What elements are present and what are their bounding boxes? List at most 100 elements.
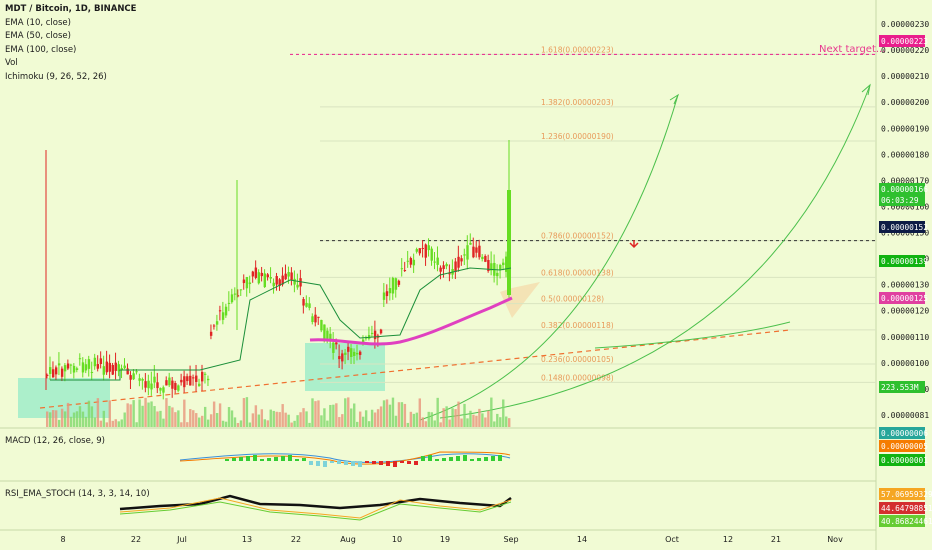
candle-body	[108, 362, 111, 372]
macd-histogram-bar	[225, 459, 229, 461]
macd-histogram-bar	[246, 456, 250, 461]
candle-body	[230, 294, 234, 303]
volume-bar	[406, 422, 410, 427]
volume-bar	[484, 417, 487, 427]
candle-body	[439, 267, 442, 272]
macd-histogram-bar	[274, 457, 278, 461]
macd-histogram-bar	[456, 456, 460, 461]
candle-body	[418, 248, 421, 254]
volume-bar	[260, 409, 264, 427]
volume-bar	[287, 414, 290, 427]
macd-label[interactable]: MACD (12, 26, close, 9)	[5, 436, 105, 446]
macd-histogram-bar	[463, 455, 467, 461]
volume-bar	[168, 405, 171, 427]
fib-label: 1.618(0.00000223)	[541, 45, 614, 54]
candle-body	[490, 263, 493, 271]
candle-body	[54, 367, 58, 375]
volume-bar	[376, 409, 380, 427]
volume-bar	[114, 419, 117, 427]
candle-body	[278, 279, 281, 286]
candle-body	[400, 268, 404, 270]
volume-bar	[174, 412, 177, 427]
volume-bar	[356, 421, 359, 427]
price-tick: 0.00000210	[881, 72, 929, 81]
candle-body	[192, 377, 195, 379]
fib-label: 0.382(0.00000118)	[541, 321, 614, 330]
volume-bar	[230, 410, 234, 427]
macd-histogram-bar	[498, 455, 502, 461]
indicator-ema100[interactable]: EMA (100, close)	[5, 44, 77, 55]
volume-bar	[373, 412, 377, 427]
stoch-tag-label: 40.86824461	[881, 517, 932, 526]
volume-bar	[78, 406, 82, 427]
time-label: Aug	[340, 535, 356, 544]
candle-body	[427, 245, 430, 251]
candle-body	[412, 259, 416, 266]
volume-bar	[156, 411, 159, 427]
candle-body	[505, 256, 508, 272]
indicator-ichimoku[interactable]: Ichimoku (9, 26, 52, 26)	[5, 71, 107, 82]
volume-bar	[51, 410, 55, 427]
volume-bar	[454, 409, 457, 427]
volume-bar	[171, 407, 174, 427]
volume-bar	[111, 420, 114, 427]
candle-body	[364, 337, 368, 339]
candle-body	[78, 358, 82, 360]
volume-bar	[347, 397, 350, 427]
volume-bar	[251, 413, 255, 427]
macd-histogram-bar	[330, 461, 334, 463]
volume-bar	[192, 410, 195, 427]
candle-body	[84, 364, 88, 371]
candle-body	[293, 278, 296, 285]
price-tag	[879, 35, 925, 47]
volume-bar	[508, 418, 511, 427]
indicator-ema10[interactable]: EMA (10, close)	[5, 17, 71, 28]
candle-body	[126, 368, 129, 375]
candle-body	[442, 265, 445, 270]
candle-body	[96, 364, 100, 369]
volume-bar	[332, 404, 335, 427]
volume-bar	[311, 398, 314, 427]
volume-bar	[382, 400, 386, 427]
price-tag	[879, 221, 925, 233]
candle-body	[165, 380, 168, 386]
macd-histogram-bar	[358, 461, 362, 467]
volume-bar	[436, 397, 439, 427]
volume-bar	[272, 410, 275, 427]
stoch-tag	[879, 515, 925, 527]
volume-bar	[344, 398, 347, 427]
volume-bar	[281, 404, 284, 427]
price-tag-label: 223.553M	[881, 383, 919, 392]
candle-body	[150, 383, 153, 390]
candle-body	[361, 339, 365, 344]
macd-histogram-bar	[267, 458, 271, 461]
volume-bar	[424, 421, 427, 427]
fib-label: 1.382(0.00000203)	[541, 98, 614, 107]
stoch-label[interactable]: RSI_EMA_STOCH (14, 3, 3, 14, 10)	[5, 489, 150, 499]
candle-body	[496, 272, 499, 277]
volume-bar	[475, 415, 478, 427]
volume-bar	[430, 412, 433, 427]
candle-body	[102, 366, 106, 375]
candle-body	[403, 270, 407, 272]
macd-histogram-bar	[470, 459, 474, 461]
price-tick: 0.00000170	[881, 176, 929, 185]
indicator-vol[interactable]: Vol	[5, 58, 18, 69]
candle-body	[120, 368, 123, 371]
indicator-ema50[interactable]: EMA (50, close)	[5, 31, 71, 42]
trend-line	[39, 329, 791, 409]
candle-body	[269, 276, 272, 279]
volume-bar	[487, 410, 490, 427]
volume-bar	[69, 416, 73, 427]
macd-histogram-bar	[302, 458, 306, 461]
candle-body	[201, 371, 204, 382]
candle-body	[475, 247, 478, 253]
symbol-title: MDT / Bitcoin, 1D, BINANCE	[5, 4, 137, 14]
price-tag-label: 0.00000125	[881, 294, 928, 303]
macd-histogram-bar	[477, 458, 481, 461]
candle-body	[311, 316, 314, 323]
volume-bar	[338, 417, 341, 427]
price-tag	[879, 255, 925, 267]
volume-bar	[218, 403, 222, 427]
volume-bar	[490, 397, 493, 427]
